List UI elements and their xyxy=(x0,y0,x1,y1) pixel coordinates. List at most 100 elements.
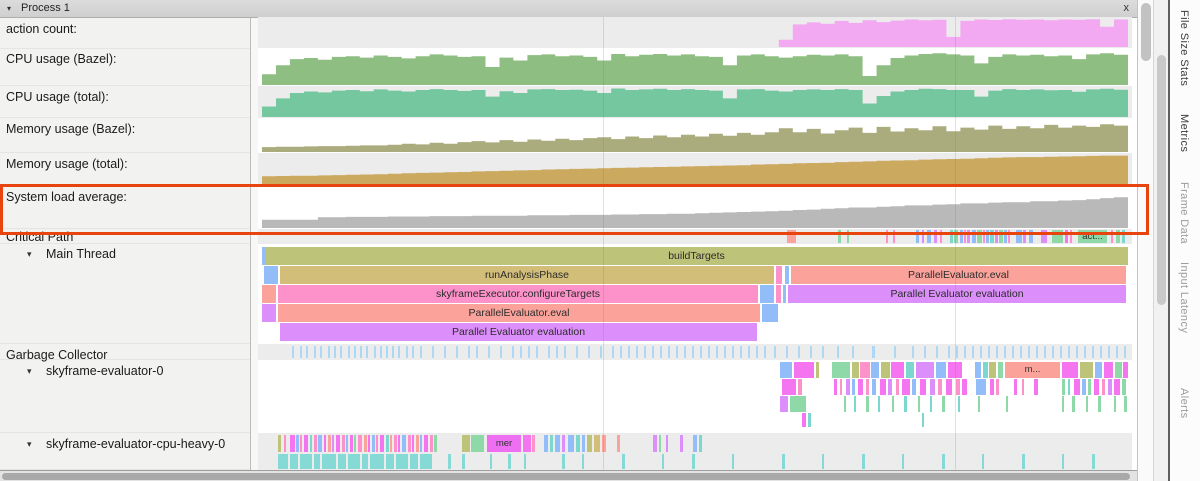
critical-path-tick[interactable] xyxy=(960,230,963,243)
gc-event-tick[interactable] xyxy=(1068,346,1070,358)
evaluator-event[interactable] xyxy=(1114,379,1120,395)
critical-path-tick[interactable] xyxy=(1023,230,1026,243)
cpu-heavy-event[interactable] xyxy=(398,435,400,452)
flame-slice[interactable]: ParallelEvaluator.eval xyxy=(278,304,760,322)
gc-event-tick[interactable] xyxy=(334,346,336,358)
evaluator-event[interactable] xyxy=(1095,362,1102,378)
evaluator-event[interactable] xyxy=(860,362,870,378)
gc-event-tick[interactable] xyxy=(756,346,758,358)
evaluator-event[interactable] xyxy=(996,379,999,395)
cpu-heavy-event-row2[interactable] xyxy=(782,454,785,469)
gc-event-tick[interactable] xyxy=(724,346,726,358)
cpu-heavy-event[interactable] xyxy=(402,435,406,452)
chart-cpu-total[interactable] xyxy=(258,86,1132,118)
gc-event-tick[interactable] xyxy=(328,346,330,358)
critical-path-tick[interactable] xyxy=(1016,230,1022,243)
cpu-heavy-event[interactable] xyxy=(290,435,295,452)
evaluator-event[interactable] xyxy=(1062,396,1064,412)
gc-event-tick[interactable] xyxy=(822,346,824,358)
cpu-heavy-event[interactable] xyxy=(336,435,340,452)
critical-path-tick[interactable] xyxy=(999,230,1003,243)
gc-event-tick[interactable] xyxy=(476,346,478,358)
evaluator-event[interactable] xyxy=(1094,379,1099,395)
chart-skyframe-evaluator-0[interactable]: m... xyxy=(258,360,1132,433)
evaluator-event[interactable] xyxy=(858,379,863,395)
evaluator-event[interactable] xyxy=(1062,379,1065,395)
critical-path-tick[interactable] xyxy=(1008,230,1010,243)
evaluator-event[interactable] xyxy=(891,362,904,378)
cpu-heavy-event[interactable] xyxy=(544,435,548,452)
evaluator-event[interactable] xyxy=(782,379,796,395)
critical-path-tick[interactable] xyxy=(934,230,937,243)
cpu-heavy-event-row2[interactable] xyxy=(982,454,984,469)
gc-event-tick[interactable] xyxy=(444,346,446,358)
expander-arrow-icon[interactable]: ▾ xyxy=(27,249,32,259)
evaluator-event[interactable] xyxy=(1108,379,1112,395)
evaluator-event[interactable] xyxy=(983,362,988,378)
critical-path-tick[interactable] xyxy=(886,230,888,243)
cpu-heavy-event[interactable] xyxy=(408,435,411,452)
cpu-heavy-event-row2[interactable] xyxy=(508,454,511,469)
gc-event-tick[interactable] xyxy=(420,346,422,358)
gc-event-tick[interactable] xyxy=(628,346,630,358)
cpu-heavy-event[interactable] xyxy=(594,435,600,452)
evaluator-event[interactable] xyxy=(922,413,924,427)
chart-critical-path[interactable]: act... xyxy=(258,229,1132,244)
critical-path-tick[interactable] xyxy=(967,230,970,243)
cpu-heavy-event[interactable] xyxy=(310,435,312,452)
cpu-heavy-event[interactable] xyxy=(550,435,553,452)
cpu-heavy-event[interactable] xyxy=(324,435,326,452)
horizontal-scrollbar[interactable] xyxy=(0,470,1137,481)
cpu-heavy-event[interactable] xyxy=(390,435,392,452)
cpu-heavy-event-row2[interactable] xyxy=(314,454,320,469)
gc-event-tick[interactable] xyxy=(300,346,302,358)
gc-event-tick[interactable] xyxy=(786,346,788,358)
gc-event-tick[interactable] xyxy=(644,346,646,358)
evaluator-event[interactable] xyxy=(920,379,926,395)
critical-path-tick[interactable] xyxy=(1111,230,1113,243)
critical-path-tick[interactable] xyxy=(1070,230,1072,243)
gc-event-tick[interactable] xyxy=(1084,346,1086,358)
tab-frame-data[interactable]: Frame Data xyxy=(1178,182,1190,245)
cpu-heavy-event-row2[interactable] xyxy=(822,454,824,469)
gc-event-tick[interactable] xyxy=(716,346,718,358)
flame-slice[interactable]: runAnalysisPhase xyxy=(280,266,774,284)
gc-event-tick[interactable] xyxy=(660,346,662,358)
expander-arrow-icon[interactable]: ▾ xyxy=(27,366,32,376)
evaluator-event[interactable] xyxy=(978,396,980,412)
cpu-heavy-event[interactable] xyxy=(386,435,389,452)
tab-metrics[interactable]: Metrics xyxy=(1178,114,1190,153)
cpu-heavy-event[interactable] xyxy=(380,435,384,452)
evaluator-event[interactable] xyxy=(902,379,910,395)
gc-event-tick[interactable] xyxy=(1060,346,1062,358)
gc-event-tick[interactable] xyxy=(620,346,622,358)
gc-event-tick[interactable] xyxy=(576,346,578,358)
cpu-heavy-event[interactable] xyxy=(314,435,317,452)
critical-path-tick[interactable] xyxy=(1116,230,1120,243)
gc-event-tick[interactable] xyxy=(980,346,982,358)
evaluator-event[interactable] xyxy=(1080,362,1093,378)
cpu-heavy-event-row2[interactable] xyxy=(622,454,625,469)
evaluator-event[interactable] xyxy=(942,396,945,412)
gc-event-tick[interactable] xyxy=(366,346,368,358)
gc-event-tick[interactable] xyxy=(972,346,974,358)
chart-cpu-bazel[interactable] xyxy=(258,48,1132,86)
evaluator-event[interactable] xyxy=(780,396,788,412)
evaluator-event[interactable] xyxy=(802,413,806,427)
cpu-heavy-event[interactable] xyxy=(680,435,683,452)
critical-path-tick[interactable] xyxy=(972,230,976,243)
gc-event-tick[interactable] xyxy=(500,346,502,358)
gc-event-tick[interactable] xyxy=(340,346,342,358)
flame-slice-small[interactable] xyxy=(783,285,786,303)
evaluator-event[interactable] xyxy=(975,362,981,378)
cpu-heavy-event[interactable] xyxy=(587,435,592,452)
cpu-heavy-event-row2[interactable] xyxy=(732,454,734,469)
evaluator-event[interactable] xyxy=(916,362,934,378)
evaluator-event[interactable] xyxy=(918,396,920,412)
critical-path-tick[interactable] xyxy=(990,230,994,243)
evaluator-event[interactable] xyxy=(846,379,850,395)
vertical-scrollbar-outer-thumb[interactable] xyxy=(1157,55,1166,305)
gc-event-tick[interactable] xyxy=(386,346,388,358)
evaluator-event[interactable] xyxy=(904,396,907,412)
cpu-heavy-event[interactable] xyxy=(318,435,322,452)
